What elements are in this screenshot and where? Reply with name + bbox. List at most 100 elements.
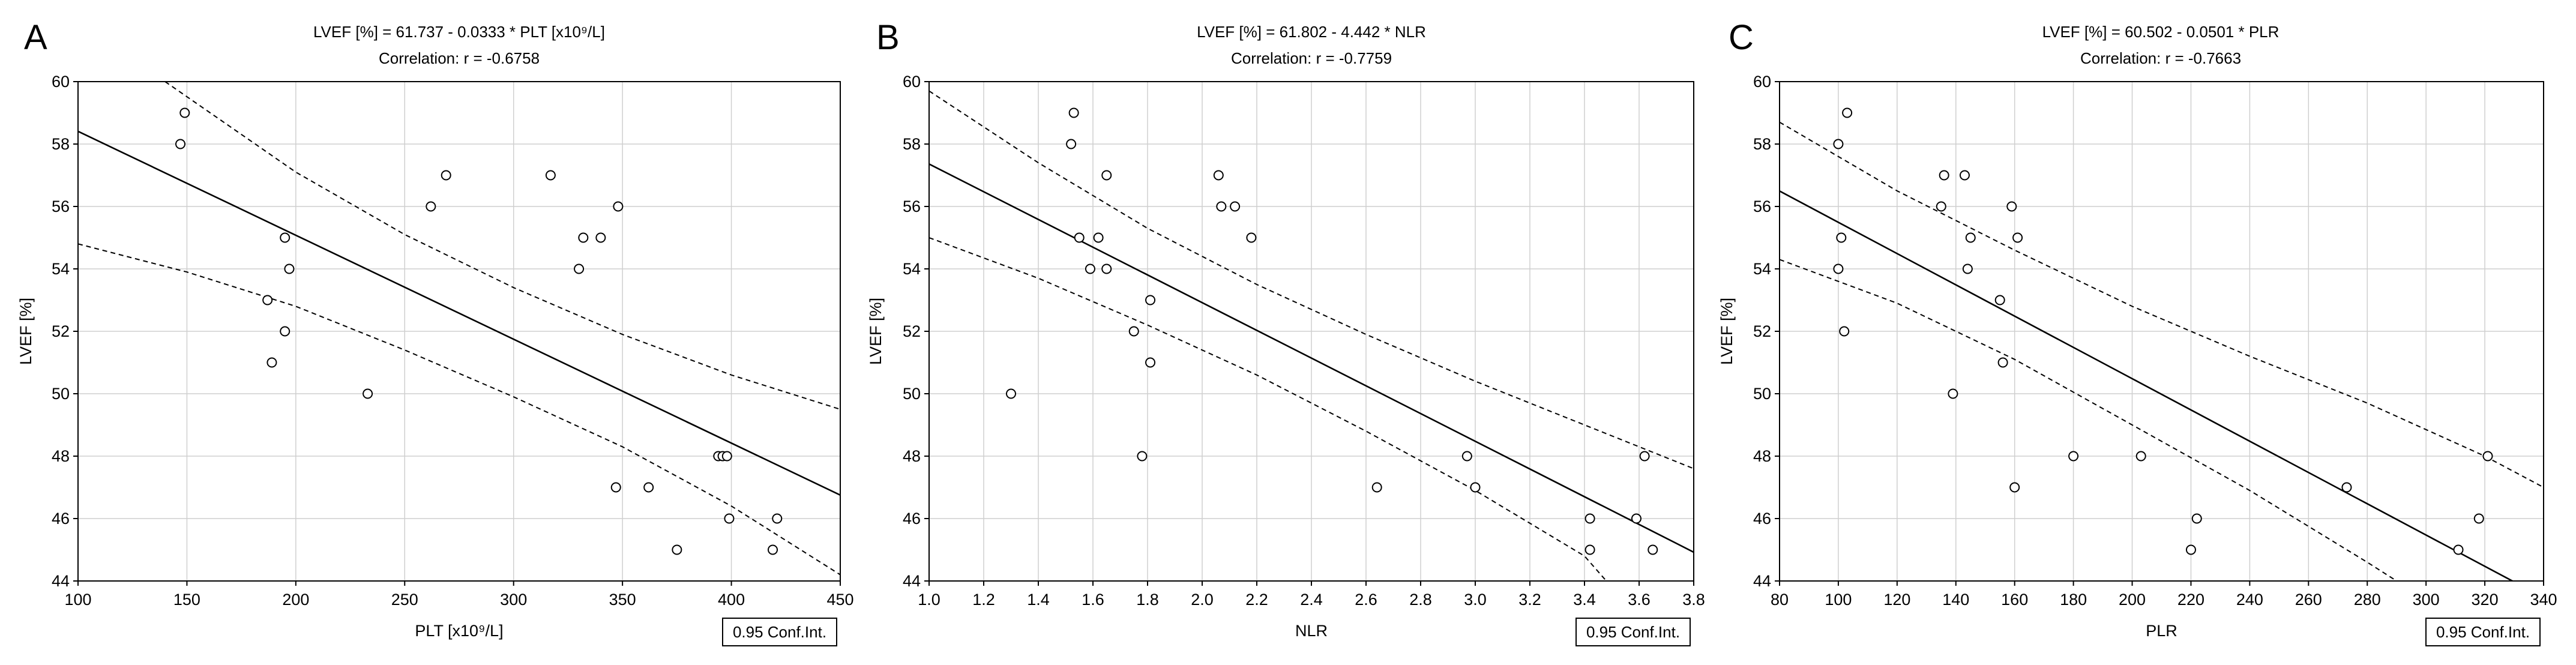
ci-upper-curve — [1780, 121, 2544, 488]
data-point — [724, 513, 735, 524]
x-axis-label: PLR — [2146, 622, 2177, 640]
regression-equation: LVEF [%] = 60.502 - 0.0501 * PLR — [2042, 23, 2280, 41]
ci-lower-curve — [78, 243, 840, 576]
x-tick-label: 320 — [2472, 591, 2499, 609]
x-tick-label: 400 — [718, 591, 745, 609]
data-point — [595, 232, 606, 243]
panel-letter: C — [1729, 18, 1754, 57]
data-point — [280, 326, 290, 337]
y-tick-label: 50 — [903, 385, 921, 403]
chart-panel-c: C LVEF [%] = 60.502 - 0.0501 * PLR Correla… — [1718, 18, 2557, 646]
x-tick-label: 1.4 — [1027, 591, 1050, 609]
data-point — [363, 388, 373, 399]
data-point — [1068, 107, 1079, 118]
data-point — [1137, 451, 1148, 462]
data-point — [672, 544, 682, 555]
y-tick-label: 52 — [1753, 322, 1771, 340]
data-point — [578, 232, 589, 243]
data-point — [2191, 513, 2202, 524]
data-point — [768, 544, 778, 555]
data-point — [721, 451, 732, 462]
data-point — [643, 482, 654, 493]
data-point — [1833, 263, 1844, 274]
data-point — [1371, 482, 1382, 493]
data-point — [1948, 388, 1958, 399]
x-tick-label: 2.4 — [1300, 591, 1323, 609]
y-tick-label: 46 — [903, 510, 921, 528]
chart-panel-a: A LVEF [%] = 61.737 - 0.0333 * PLT [x10⁹/… — [17, 18, 854, 646]
x-tick-label: 2.8 — [1409, 591, 1432, 609]
data-point — [1074, 232, 1085, 243]
x-tick-label: 250 — [391, 591, 418, 609]
data-point — [1962, 263, 1973, 274]
x-tick-label: 3.4 — [1573, 591, 1596, 609]
correlation-text: Correlation: r = -0.6758 — [379, 49, 540, 67]
x-tick-label: 2.0 — [1191, 591, 1214, 609]
data-point — [1128, 326, 1139, 337]
data-point — [574, 263, 585, 274]
data-point — [1639, 451, 1650, 462]
chart-panel-b: B LVEF [%] = 61.802 - 4.442 * NLR Correlat… — [867, 18, 1705, 646]
data-point — [1631, 513, 1642, 524]
data-point — [2185, 544, 2196, 555]
y-tick-label: 54 — [1753, 260, 1771, 278]
data-point — [2482, 451, 2493, 462]
legend-label: 0.95 Conf.Int. — [733, 623, 826, 641]
x-tick-label: 200 — [2119, 591, 2146, 609]
data-point — [1836, 232, 1847, 243]
x-tick-label: 160 — [2001, 591, 2028, 609]
data-point — [2068, 451, 2079, 462]
x-tick-label: 350 — [609, 591, 636, 609]
data-point — [1833, 139, 1844, 149]
data-point — [2009, 482, 2020, 493]
data-point — [2341, 482, 2352, 493]
panel-letter: B — [876, 18, 900, 57]
data-point — [2473, 513, 2484, 524]
x-tick-label: 3.6 — [1628, 591, 1651, 609]
data-point — [772, 513, 783, 524]
ci-lower-curve — [929, 237, 1607, 581]
x-tick-label: 3.8 — [1682, 591, 1705, 609]
data-point — [1939, 170, 1949, 181]
ci-upper-curve — [929, 90, 1694, 469]
regression-line — [1780, 190, 2514, 581]
data-point — [545, 170, 556, 181]
y-tick-label: 50 — [52, 385, 70, 403]
x-tick-label: 3.0 — [1464, 591, 1487, 609]
y-tick-label: 52 — [52, 322, 70, 340]
x-tick-label: 450 — [826, 591, 853, 609]
x-tick-label: 180 — [2060, 591, 2087, 609]
y-tick-label: 58 — [903, 135, 921, 153]
y-tick-label: 60 — [1753, 73, 1771, 91]
y-tick-label: 52 — [903, 322, 921, 340]
x-tick-label: 300 — [500, 591, 527, 609]
correlation-text: Correlation: r = -0.7663 — [2080, 49, 2241, 67]
y-tick-label: 60 — [52, 73, 70, 91]
data-point — [1839, 326, 1850, 337]
data-point — [1145, 357, 1156, 368]
data-point — [613, 201, 624, 212]
data-point — [1006, 388, 1016, 399]
x-tick-label: 1.0 — [918, 591, 940, 609]
x-tick-label: 80 — [1771, 591, 1789, 609]
data-point — [2135, 451, 2146, 462]
y-tick-label: 54 — [903, 260, 921, 278]
y-tick-label: 60 — [903, 73, 921, 91]
data-point — [1584, 544, 1595, 555]
x-axis-label: PLT [x10⁹/L] — [415, 622, 503, 640]
y-tick-label: 44 — [52, 572, 70, 590]
data-point — [2453, 544, 2464, 555]
data-point — [1461, 451, 1472, 462]
y-tick-label: 44 — [1753, 572, 1771, 590]
data-point — [280, 232, 290, 243]
y-tick-label: 54 — [52, 260, 70, 278]
panel-letter: A — [24, 18, 47, 57]
x-tick-label: 2.2 — [1245, 591, 1268, 609]
data-point — [610, 482, 621, 493]
data-point — [2006, 201, 2017, 212]
data-point — [1246, 232, 1257, 243]
data-point — [2012, 232, 2023, 243]
y-tick-label: 56 — [903, 197, 921, 215]
data-point — [1994, 295, 2005, 305]
